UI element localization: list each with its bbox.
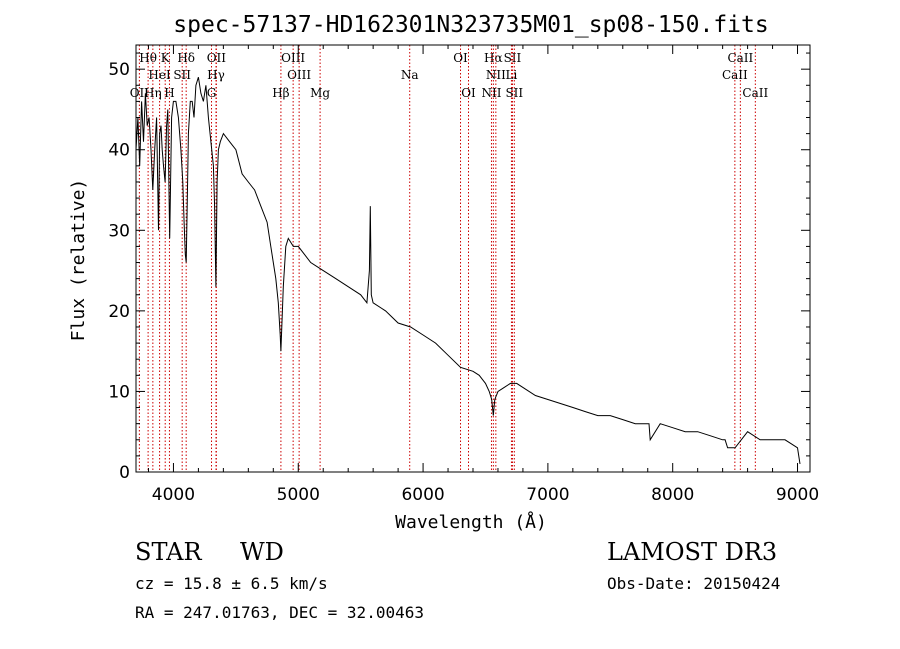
y-tick-label: 0 xyxy=(119,463,130,483)
line-label: G xyxy=(207,86,217,100)
line-label: Mg xyxy=(310,86,330,100)
x-tick-label: 6000 xyxy=(401,485,444,505)
y-tick-label: 30 xyxy=(108,221,130,241)
line-label: SII xyxy=(173,68,191,82)
line-label: CaII xyxy=(727,51,753,65)
line-label: CaII xyxy=(742,86,768,100)
chart-title: spec-57137-HD162301N323735M01_sp08-150.f… xyxy=(173,12,768,38)
line-label: NII xyxy=(486,68,506,82)
line-label: Hα xyxy=(484,51,503,65)
x-tick-label: 8000 xyxy=(651,485,694,505)
x-tick-label: 9000 xyxy=(776,485,819,505)
x-tick-label: 5000 xyxy=(277,485,320,505)
x-tick-label: 4000 xyxy=(152,485,195,505)
y-tick-label: 40 xyxy=(108,141,130,161)
object-subclass: WD xyxy=(240,538,284,566)
line-label: K xyxy=(161,51,171,65)
line-label: SII xyxy=(505,86,523,100)
line-label: Li xyxy=(506,68,518,82)
x-axis-label: Wavelength (Å) xyxy=(395,511,547,533)
redshift-value: cz = 15.8 ± 6.5 km/s xyxy=(135,574,328,593)
line-label: HeI xyxy=(148,68,171,82)
line-label: Hγ xyxy=(207,68,225,82)
line-label: SII xyxy=(504,51,522,65)
line-label: Hθ xyxy=(139,51,157,65)
line-label: OII xyxy=(130,86,150,100)
y-tick-label: 10 xyxy=(108,382,130,402)
plot-frame xyxy=(135,44,811,473)
line-label: OI xyxy=(453,51,468,65)
line-label: OIII xyxy=(287,68,311,82)
line-label: OI xyxy=(461,86,476,100)
object-class: STAR xyxy=(135,538,202,566)
observation-date: Obs-Date: 20150424 xyxy=(607,574,781,593)
line-label: Hβ xyxy=(272,86,289,100)
line-label: Na xyxy=(401,68,419,82)
line-label: Hη xyxy=(144,86,162,100)
y-axis-label: Flux (relative) xyxy=(68,179,89,342)
line-label: H xyxy=(164,86,174,100)
line-label: CaII xyxy=(722,68,748,82)
line-label: OII xyxy=(207,51,227,65)
sky-coordinates: RA = 247.01763, DEC = 32.00463 xyxy=(135,603,424,622)
line-label: NII xyxy=(481,86,501,100)
line-label: OIII xyxy=(281,51,305,65)
y-tick-label: 50 xyxy=(108,60,130,80)
x-tick-label: 7000 xyxy=(526,485,569,505)
y-tick-label: 20 xyxy=(108,302,130,322)
spectrum-series xyxy=(135,77,801,464)
survey-name: LAMOST DR3 xyxy=(607,538,778,566)
line-label: Hδ xyxy=(177,51,195,65)
